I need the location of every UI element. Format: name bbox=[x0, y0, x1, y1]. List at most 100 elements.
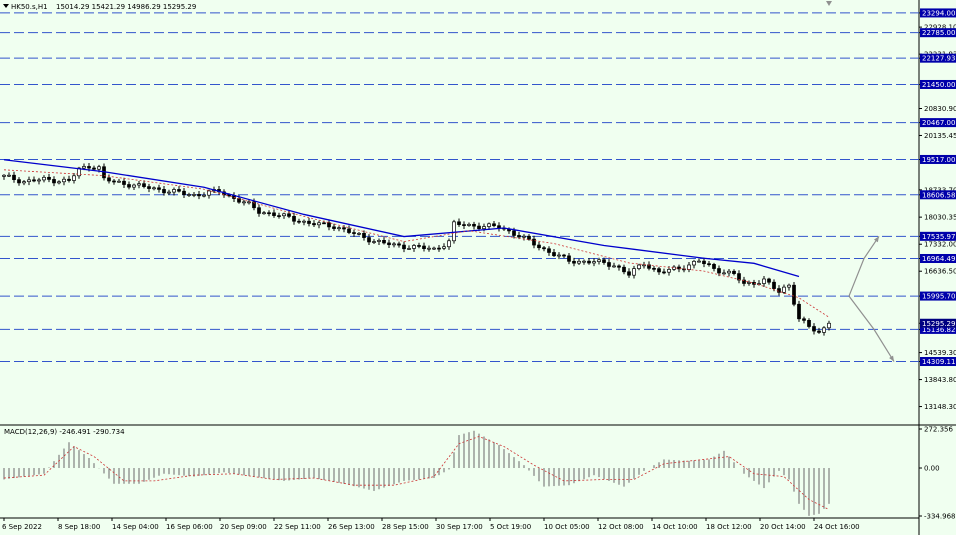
candle-body bbox=[427, 247, 431, 250]
candle-body bbox=[312, 223, 316, 226]
candle-body bbox=[637, 264, 641, 269]
candle-body bbox=[362, 232, 366, 238]
current-price-tag bbox=[920, 318, 956, 328]
level-tag-label: 16964.49 bbox=[922, 255, 955, 263]
candle-body bbox=[152, 187, 156, 190]
candle-body bbox=[712, 264, 716, 269]
price-tick-label: 13843.80 bbox=[924, 376, 956, 384]
level-tag-label: 23294.00 bbox=[922, 9, 955, 17]
candle-body bbox=[282, 213, 286, 217]
candle-body bbox=[802, 318, 806, 321]
candle-body bbox=[592, 261, 596, 264]
price-tick-label: 20135.45 bbox=[924, 132, 956, 140]
ma-slow-line bbox=[3, 159, 800, 278]
candle-body bbox=[707, 263, 711, 266]
candle-body bbox=[552, 252, 556, 257]
candle-body bbox=[202, 194, 206, 197]
ma-fast-line bbox=[3, 169, 830, 318]
candle-body bbox=[82, 166, 86, 169]
candle-body bbox=[207, 190, 211, 196]
candle-body bbox=[482, 226, 486, 230]
candle-body bbox=[797, 303, 801, 320]
candle-body bbox=[72, 175, 76, 181]
level-tag-6 bbox=[920, 190, 956, 200]
candle-body bbox=[37, 179, 41, 182]
candle-body bbox=[777, 288, 781, 293]
projection-arrow-down bbox=[848, 295, 895, 362]
candle-body bbox=[472, 223, 476, 227]
candle-body bbox=[572, 260, 576, 264]
time-axis-labels: 6 Sep 2022 8 Sep 18:00 14 Sep 04:00 16 Sep … bbox=[2, 518, 860, 531]
time-tick-label: 5 Oct 19:00 bbox=[490, 523, 531, 531]
candle-body bbox=[782, 286, 786, 293]
candle-body bbox=[667, 269, 671, 273]
candle-body bbox=[397, 243, 401, 246]
candle-body bbox=[477, 225, 481, 230]
candle-body bbox=[722, 272, 726, 275]
candle-body bbox=[732, 270, 736, 274]
candle-body bbox=[322, 222, 326, 225]
candle-body bbox=[347, 228, 351, 233]
candle-body bbox=[827, 322, 831, 329]
candle-body bbox=[272, 212, 276, 216]
candle-body bbox=[157, 187, 161, 190]
current-price-label: 15295.29 bbox=[922, 320, 955, 328]
candle-body bbox=[557, 254, 561, 257]
candle-body bbox=[7, 174, 11, 177]
candle-body bbox=[542, 247, 546, 250]
candle-body bbox=[302, 220, 306, 223]
candle-body bbox=[527, 235, 531, 240]
candle-body bbox=[177, 189, 181, 192]
support-resistance-levels bbox=[0, 12, 919, 363]
candle-body bbox=[327, 222, 331, 228]
candle-body bbox=[32, 179, 36, 182]
time-tick-label: 18 Oct 12:00 bbox=[706, 523, 752, 531]
candle-body bbox=[297, 220, 301, 223]
chart-shift-marker-icon[interactable] bbox=[826, 1, 832, 6]
candle-body bbox=[517, 235, 521, 238]
candle-body bbox=[467, 223, 471, 226]
candle-body bbox=[417, 245, 421, 247]
candle-body bbox=[27, 179, 31, 182]
macd-indicator bbox=[3, 430, 830, 516]
candle-body bbox=[132, 184, 136, 188]
candle-body bbox=[357, 232, 361, 235]
candle-body bbox=[437, 247, 441, 250]
candle-body bbox=[762, 278, 766, 284]
time-tick-label: 12 Oct 08:00 bbox=[598, 523, 644, 531]
candle-body bbox=[17, 179, 21, 184]
candle-body bbox=[42, 176, 46, 181]
price-tick-label: 22928.10 bbox=[924, 24, 956, 32]
candle-body bbox=[617, 265, 621, 268]
candle-body bbox=[372, 241, 376, 243]
level-tag-label: 19517.00 bbox=[922, 156, 955, 164]
candle-body bbox=[167, 191, 171, 194]
price-tick-label: 17332.00 bbox=[924, 241, 956, 249]
level-tag-5 bbox=[920, 154, 956, 164]
price-tick-label: 13148.30 bbox=[924, 403, 956, 411]
candle-body bbox=[537, 244, 541, 249]
candle-body bbox=[107, 177, 111, 182]
candle-body bbox=[147, 186, 151, 189]
candle-body bbox=[452, 221, 456, 242]
level-tag-8 bbox=[920, 253, 956, 263]
level-tag-7 bbox=[920, 231, 956, 241]
time-tick-label: 14 Sep 04:00 bbox=[112, 523, 159, 531]
candle-body bbox=[692, 260, 696, 266]
time-tick-label: 14 Oct 10:00 bbox=[652, 523, 698, 531]
price-tick-label: 18030.35 bbox=[924, 214, 956, 222]
symbol-dropdown-icon[interactable] bbox=[3, 4, 9, 8]
candle-body bbox=[2, 174, 6, 177]
candle-body bbox=[412, 245, 416, 249]
candle-body bbox=[577, 260, 581, 264]
price-tick-label: 20830.90 bbox=[924, 105, 956, 113]
candle-body bbox=[602, 259, 606, 263]
candle-body bbox=[432, 247, 436, 250]
level-tag-label: 15136.82 bbox=[922, 326, 955, 334]
time-tick-label: 30 Sep 17:00 bbox=[436, 523, 483, 531]
level-tag-label: 22127.93 bbox=[922, 55, 955, 63]
candle-body bbox=[112, 180, 116, 183]
macd-tick-label: 0.00 bbox=[924, 465, 940, 473]
